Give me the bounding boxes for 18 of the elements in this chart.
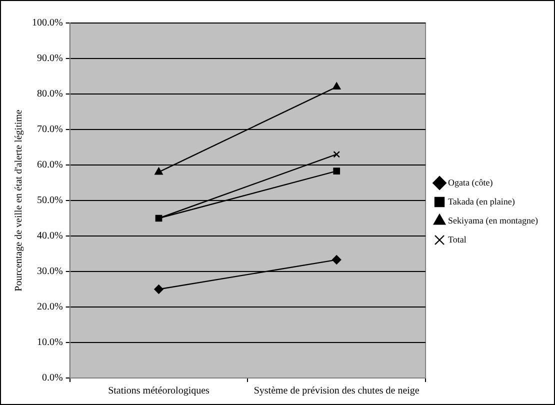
y-tick-label: 60.0% — [36, 160, 63, 171]
x-tick-label: Stations météorologiques — [108, 386, 210, 397]
legend-label: Total — [448, 234, 467, 244]
y-tick-label: 100.0% — [32, 18, 63, 29]
x-tick-label: Système de prévision des chutes de neige — [254, 386, 420, 397]
y-tick-label: 70.0% — [36, 124, 63, 136]
y-tick-label: 30.0% — [36, 266, 63, 278]
y-tick-label: 40.0% — [36, 230, 63, 242]
y-axis-title: Pourcentage de veille en état d'alerte légitime — [14, 109, 25, 292]
y-tick-label: 90.0% — [36, 53, 63, 64]
legend-label: Ogata (côte) — [448, 177, 493, 188]
y-tick-label: 80.0% — [36, 88, 63, 100]
y-tick-label: 10.0% — [36, 337, 63, 348]
y-tick-label: 0.0% — [42, 372, 63, 384]
y-tick-label: 50.0% — [36, 195, 63, 206]
legend-label: Sekiyama (en montagne) — [448, 215, 538, 226]
legend-label: Takada (en plaine) — [448, 196, 515, 206]
y-tick-label: 20.0% — [36, 302, 63, 313]
